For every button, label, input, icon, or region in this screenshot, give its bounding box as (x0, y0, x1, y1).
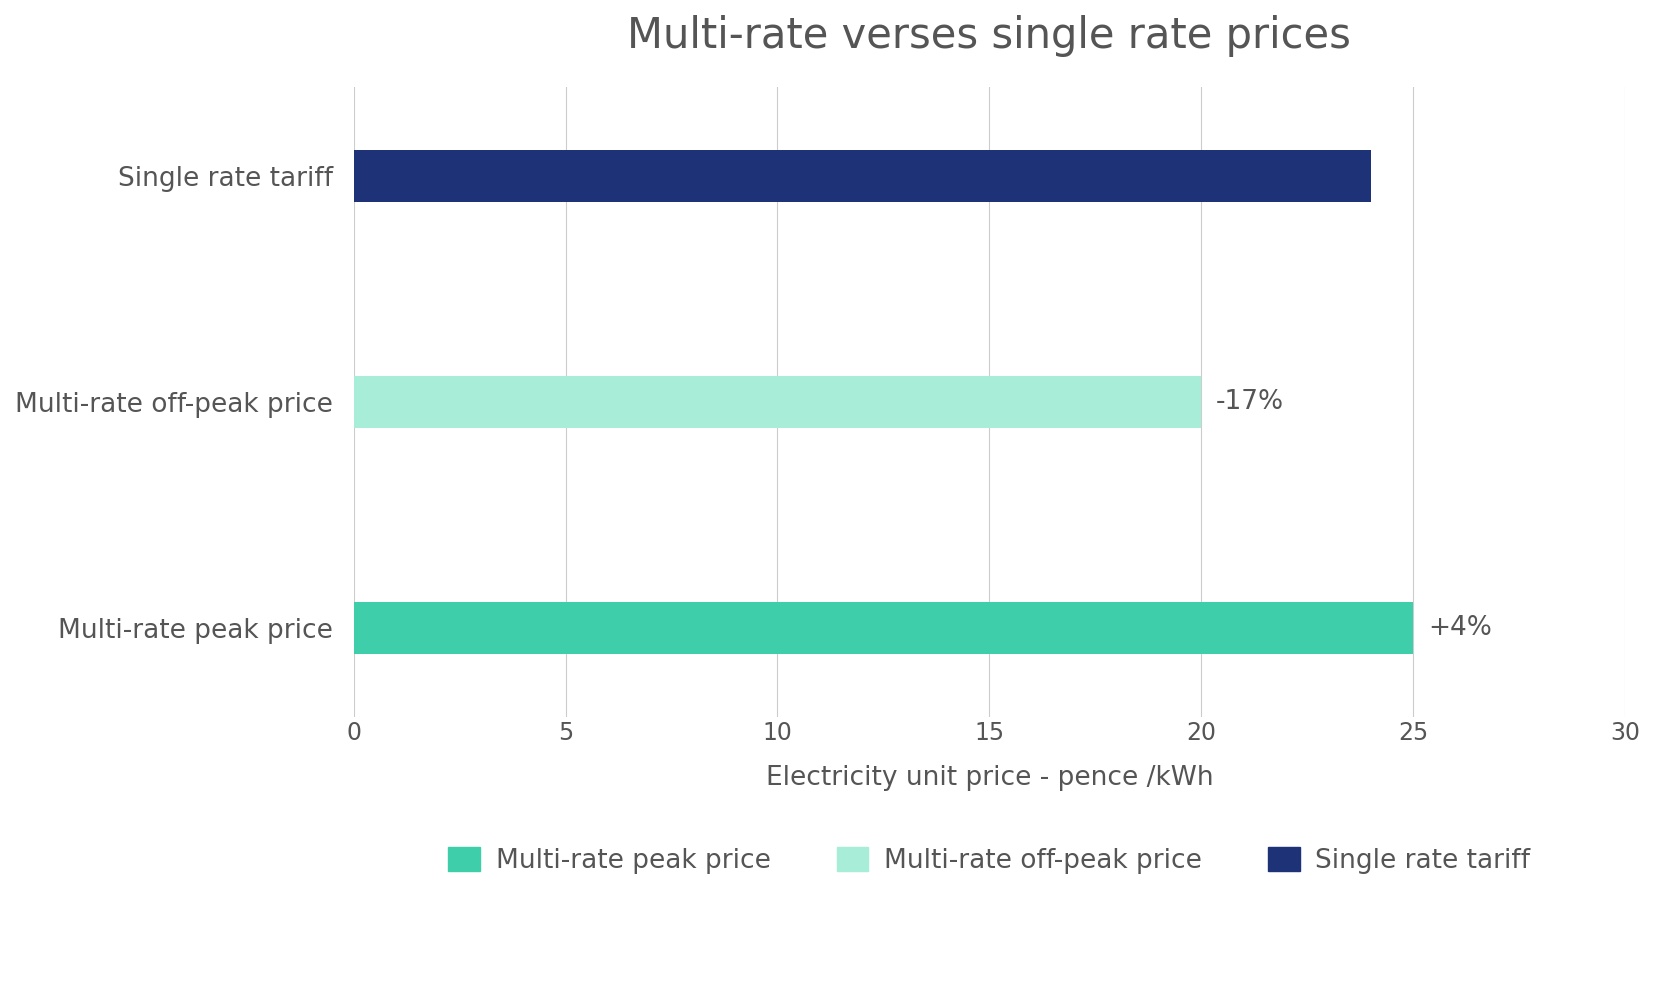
Legend: Multi-rate peak price, Multi-rate off-peak price, Single rate tariff: Multi-rate peak price, Multi-rate off-pe… (437, 837, 1541, 885)
Bar (354, 376, 1202, 428)
Text: -17%: -17% (1216, 389, 1284, 415)
Text: +4%: +4% (1428, 615, 1491, 641)
X-axis label: Electricity unit price - pence /kWh: Electricity unit price - pence /kWh (766, 765, 1213, 791)
Bar (354, 602, 1413, 654)
Title: Multi-rate verses single rate prices: Multi-rate verses single rate prices (627, 15, 1350, 57)
Bar (354, 150, 1370, 201)
